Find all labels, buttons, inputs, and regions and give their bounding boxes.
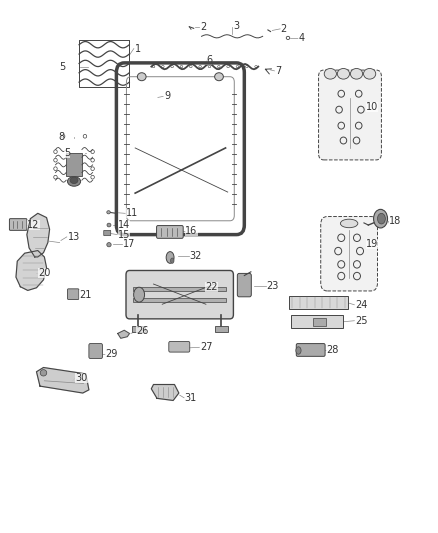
Text: 2: 2 — [281, 24, 287, 34]
FancyBboxPatch shape — [156, 225, 183, 238]
Text: 23: 23 — [267, 281, 279, 290]
FancyBboxPatch shape — [321, 216, 378, 291]
Text: 5: 5 — [59, 62, 65, 72]
Text: 12: 12 — [27, 220, 40, 230]
Text: 5: 5 — [64, 148, 70, 158]
Text: 17: 17 — [123, 239, 135, 249]
FancyBboxPatch shape — [126, 270, 233, 319]
Text: 22: 22 — [205, 282, 218, 292]
Polygon shape — [16, 251, 46, 290]
Text: 21: 21 — [79, 289, 91, 300]
Ellipse shape — [374, 209, 388, 228]
FancyBboxPatch shape — [169, 342, 190, 352]
Text: 1: 1 — [135, 44, 141, 53]
Ellipse shape — [378, 213, 385, 224]
Text: 29: 29 — [105, 349, 117, 359]
Text: 27: 27 — [200, 342, 212, 352]
Text: 15: 15 — [118, 230, 130, 240]
Bar — [215, 326, 228, 332]
Text: 32: 32 — [190, 251, 202, 261]
FancyBboxPatch shape — [67, 289, 79, 300]
FancyBboxPatch shape — [296, 344, 325, 357]
Text: 30: 30 — [75, 373, 88, 383]
Text: 9: 9 — [164, 91, 170, 101]
Bar — [133, 298, 226, 302]
Bar — [79, 40, 129, 87]
Text: 18: 18 — [389, 216, 401, 227]
Ellipse shape — [215, 72, 223, 80]
Text: 2: 2 — [200, 22, 206, 33]
Text: 7: 7 — [276, 66, 282, 76]
Ellipse shape — [337, 68, 350, 79]
FancyBboxPatch shape — [104, 230, 111, 236]
Ellipse shape — [350, 68, 363, 79]
Bar — [289, 296, 348, 309]
Bar — [291, 316, 343, 328]
FancyBboxPatch shape — [318, 70, 381, 160]
Text: 10: 10 — [366, 102, 378, 112]
Polygon shape — [27, 213, 49, 257]
Text: 28: 28 — [326, 345, 339, 356]
Text: 11: 11 — [126, 208, 138, 219]
Text: 8: 8 — [58, 132, 64, 142]
Ellipse shape — [340, 219, 358, 228]
Polygon shape — [151, 384, 179, 400]
Text: 16: 16 — [185, 227, 198, 237]
Ellipse shape — [166, 252, 174, 263]
Bar — [313, 318, 326, 326]
Ellipse shape — [70, 177, 78, 183]
Text: 6: 6 — [206, 55, 212, 64]
Ellipse shape — [107, 211, 110, 214]
Text: 14: 14 — [118, 220, 130, 230]
FancyBboxPatch shape — [10, 219, 27, 230]
Text: 3: 3 — [233, 21, 239, 31]
Polygon shape — [36, 368, 89, 393]
FancyBboxPatch shape — [237, 273, 251, 297]
Text: 31: 31 — [184, 393, 197, 403]
Text: 19: 19 — [366, 239, 378, 248]
Ellipse shape — [170, 258, 174, 263]
Ellipse shape — [40, 369, 47, 376]
Text: 26: 26 — [137, 326, 149, 336]
Ellipse shape — [134, 287, 145, 302]
Bar — [66, 153, 82, 176]
Text: 20: 20 — [38, 269, 51, 278]
FancyBboxPatch shape — [89, 344, 102, 359]
Ellipse shape — [296, 347, 301, 354]
Text: 24: 24 — [355, 300, 367, 310]
Text: 25: 25 — [355, 316, 367, 326]
Polygon shape — [118, 330, 130, 338]
Ellipse shape — [364, 68, 376, 79]
Bar — [133, 287, 226, 292]
Text: 4: 4 — [298, 33, 304, 43]
Bar — [132, 326, 145, 332]
Ellipse shape — [67, 176, 81, 186]
Text: 13: 13 — [67, 232, 80, 242]
Ellipse shape — [107, 223, 111, 227]
Ellipse shape — [138, 72, 146, 80]
Ellipse shape — [107, 243, 111, 247]
Ellipse shape — [324, 68, 336, 79]
